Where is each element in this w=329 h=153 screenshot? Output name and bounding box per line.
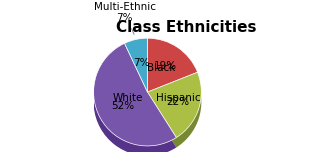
- Wedge shape: [94, 43, 176, 146]
- Text: Multi-Ethnic
7%: Multi-Ethnic 7%: [94, 2, 156, 34]
- Text: 52%: 52%: [112, 101, 135, 111]
- Wedge shape: [147, 72, 201, 138]
- Wedge shape: [125, 48, 147, 102]
- Wedge shape: [147, 82, 201, 147]
- Wedge shape: [147, 48, 198, 102]
- Wedge shape: [125, 38, 147, 92]
- Wedge shape: [94, 53, 176, 153]
- Text: White: White: [113, 93, 143, 103]
- Text: 7%: 7%: [133, 58, 149, 68]
- Wedge shape: [147, 38, 198, 92]
- Text: Class Ethnicities: Class Ethnicities: [115, 20, 256, 35]
- Text: 19%: 19%: [154, 61, 177, 71]
- Text: Hispanic: Hispanic: [156, 93, 200, 103]
- Text: 22%: 22%: [167, 97, 190, 107]
- Text: Black: Black: [147, 63, 175, 73]
